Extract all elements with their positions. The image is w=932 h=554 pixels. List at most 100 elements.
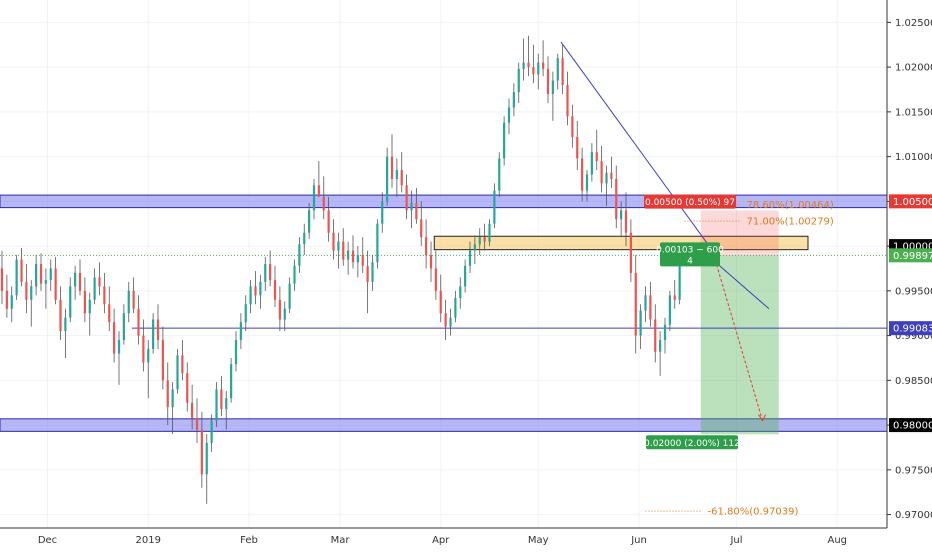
candle-body [464,265,467,287]
candle-body [522,62,525,69]
candle-body [581,158,584,191]
candle-body [69,286,72,318]
price-tick-label: 1.02500 [895,18,932,29]
candle-body [127,290,130,314]
candle-body [644,295,647,311]
time-tick-label: Jul [729,535,742,546]
candle-body [371,262,374,282]
candle-body [98,277,101,287]
candle-body [454,298,457,318]
candle-body [161,340,164,381]
candle-body [624,210,628,233]
candle-body [230,364,233,399]
time-tick-label: Apr [432,535,450,546]
short-position-tool[interactable] [700,210,779,435]
candle-body [83,290,86,314]
candle-body [303,232,306,245]
candle-body [166,380,169,408]
candle-body [405,185,408,211]
candle-body [366,265,369,282]
candle-body [0,268,4,291]
candle-body [629,232,632,273]
candle-body [210,420,213,443]
time-tick-label: Feb [240,535,258,546]
time-tick-label: Jun [630,535,647,546]
candle-body [254,286,257,296]
candle-body [390,156,394,179]
candle-body [556,58,559,81]
candle-body [269,264,272,281]
candle-body [478,237,481,245]
candle-body [93,277,96,300]
candle-body [425,237,428,256]
candle-body [566,85,569,117]
candle-body [44,280,47,284]
candle-body [191,402,194,418]
candle-body [88,299,91,314]
candle-body [493,190,496,224]
candle-body [668,295,671,325]
candle-body [215,389,218,421]
candle-body [527,62,530,68]
candle-body [132,290,135,309]
candle-body [420,219,423,238]
stop-label: 0.00500 (0.50%) 97 [644,194,736,209]
candle-body [610,172,613,179]
entry-label-bg [660,242,720,267]
candle-body [659,340,662,352]
candle-body [30,286,33,300]
candle-body [585,174,589,191]
candle-body [663,324,667,341]
candle-body [142,335,145,363]
fib-label: 71.00%(1.00279) [747,217,834,228]
candle-body [186,373,189,403]
candle-body [10,295,13,309]
candle-body [273,280,277,300]
candle-body [337,241,340,251]
candle-body [488,223,491,242]
stop-label-text: 0.00500 (0.50%) 97 [645,198,735,208]
candle-body [283,308,286,320]
price-flag-bg [889,418,932,433]
candle-body [595,152,598,162]
price-tick-label: 1.01500 [895,107,932,118]
time-tick-label: May [528,535,549,546]
candle-body [103,286,106,305]
candle-body [117,340,121,354]
candle-body [356,255,359,263]
candle-body [54,268,57,300]
candle-body [78,272,82,291]
candle-body [571,116,574,137]
entry-label-line1: 0.00103 ~ 600 [656,245,724,255]
target-label-text: 0.02000 (2.00%) 112 [644,439,740,449]
time-tick-label: 2019 [136,535,161,546]
candle-body [576,136,579,159]
candle-body [620,210,623,220]
candle-body [551,80,554,94]
candle-body [122,313,125,341]
candles [0,35,681,504]
price-tick-label: 0.97000 [895,510,932,521]
candle-body [434,268,437,291]
candle-body [39,264,43,284]
candle-body [239,322,242,341]
candle-body [444,313,447,327]
candle-body [113,322,116,354]
candle-body [615,178,618,220]
candle-body [15,259,18,296]
candle-body [278,299,281,320]
candle-body [264,264,267,282]
candle-body [415,203,418,220]
candle-body [64,317,67,332]
candle-body [225,398,228,409]
candle-body [5,290,8,309]
target-label: 0.02000 (2.00%) 112 [644,435,740,450]
candle-body [312,185,316,211]
candle-body [205,442,208,475]
